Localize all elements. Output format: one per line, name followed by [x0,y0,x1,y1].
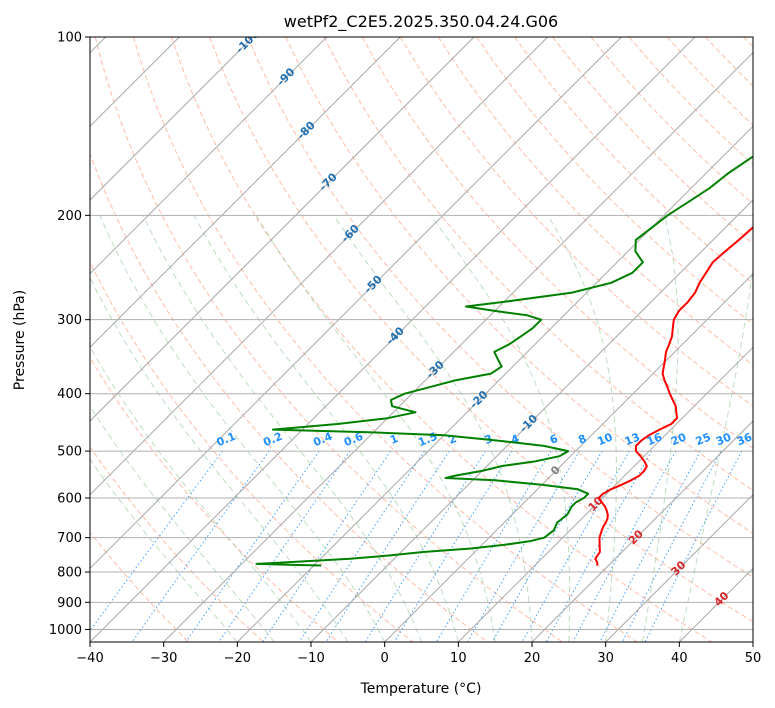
isotherm-line [90,37,549,496]
mixing-ratio-line [621,450,722,642]
x-tick-label: 10 [450,651,467,666]
isotherm-line [605,493,753,642]
mixing-ratio-label: 8 [576,432,588,447]
mixing-ratio-line [572,450,677,642]
moist-adiabat [90,346,312,642]
y-tick-label: 400 [57,387,82,402]
x-axis: −40 −30 −20 −10 0 10 20 30 40 50 [76,642,761,666]
dewpoint-profile [255,155,753,567]
moist-adiabat [430,215,571,642]
dry-adiabat [247,37,753,578]
mixing-ratio-label: 36 [735,430,754,448]
y-tick-label: 600 [57,492,82,507]
dry-adiabat [323,37,753,491]
mixing-ratio-label: 20 [669,430,688,448]
profile-lines [255,155,753,567]
isotherm-line [236,125,753,642]
mixing-ratio-label: 2 [447,432,459,447]
moist-adiabat [90,276,349,642]
mixing-ratio-line [90,450,223,632]
mixing-ratio-line [644,450,743,642]
mixing-ratio-label: 25 [694,431,713,449]
dry-adiabat [90,446,264,642]
moist-adiabat [90,405,275,642]
mixing-ratio-label: 30 [714,430,733,448]
y-tick-label: 900 [57,596,82,611]
dry-adiabat [285,37,753,535]
y-tick-label: 100 [57,31,82,46]
y-axis: 100 200 300 400 500 600 700 800 900 1000 [49,31,90,638]
isotherm-line [457,346,753,642]
isotherm-line [90,37,622,570]
moist-adiabat [193,215,459,642]
mixing-ratio-line [298,450,425,642]
dry-adiabat [437,37,753,366]
y-tick-label: 700 [57,531,82,546]
isotherm-line [531,420,753,642]
moist-adiabat [642,215,679,642]
plot-frame [89,36,754,643]
dry-adiabat [90,152,488,642]
isotherm-line [384,272,753,642]
dry-adiabat [90,356,339,642]
mixing-ratio-line [491,450,603,642]
x-axis-title: Temperature (°C) [360,681,482,697]
isotherm-line [90,37,475,422]
moist-adiabat [547,215,617,642]
y-tick-label: 1000 [49,623,82,638]
y-tick-label: 500 [57,445,82,460]
dry-adiabat [399,37,753,407]
isotherm-line [90,37,254,201]
y-tick-label: 200 [57,209,82,224]
y-tick-label: 800 [57,566,82,581]
dry-adiabat [132,37,638,642]
dry-adiabat [90,531,190,642]
moist-adiabat [678,264,753,642]
moist-adiabat [99,215,386,642]
dry-adiabat [94,37,563,642]
mixing-ratio-line [545,450,653,642]
temperature-profile [594,225,753,566]
mixing-ratio-line [185,450,320,642]
x-tick-label: −30 [150,651,177,666]
isotherm-line [90,37,696,642]
mixing-ratio-label: 1 [388,432,400,447]
x-tick-label: 30 [597,651,614,666]
dry-adiabat [171,37,712,642]
isotherm-line [90,37,328,275]
chart-title: wetPf2_C2E5.2025.350.04.24.G06 [284,12,558,32]
moist-adiabat [333,215,533,642]
x-tick-label: 40 [671,651,688,666]
isotherm-line [163,51,753,642]
mixing-ratio-line [262,450,392,642]
y-axis-title: Pressure (hPa) [12,290,28,390]
dry-adiabat [514,37,753,285]
x-tick-label: −10 [297,651,324,666]
isotherm-line [310,199,753,642]
x-tick-label: −20 [224,651,251,666]
x-tick-label: −40 [76,651,103,666]
x-tick-label: 0 [381,651,389,666]
moist-adiabat [142,215,422,642]
mixing-ratio-line [599,450,701,642]
dry-adiabat [90,260,414,642]
isotherm-line [90,37,401,349]
x-tick-label: 20 [524,651,541,666]
y-tick-label: 300 [57,313,82,328]
mixing-ratio-line [521,450,630,642]
x-tick-label: 50 [745,651,762,666]
mixing-ratio-label: 10 [595,430,614,448]
moist-adiabat [90,458,238,642]
